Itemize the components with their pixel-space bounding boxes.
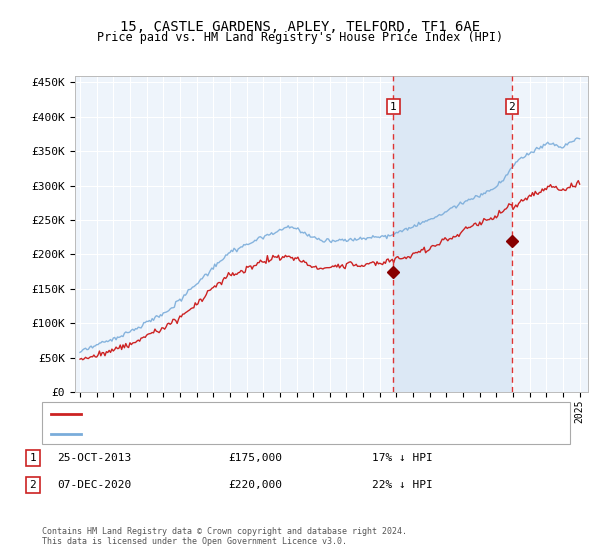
Text: 2: 2 — [508, 101, 515, 111]
Text: 1: 1 — [29, 453, 37, 463]
Text: 1: 1 — [390, 101, 397, 111]
Text: 25-OCT-2013: 25-OCT-2013 — [57, 453, 131, 463]
Text: 17% ↓ HPI: 17% ↓ HPI — [372, 453, 433, 463]
Text: Contains HM Land Registry data © Crown copyright and database right 2024.
This d: Contains HM Land Registry data © Crown c… — [42, 526, 407, 546]
Bar — [394, 76, 512, 392]
Text: 15, CASTLE GARDENS, APLEY, TELFORD, TF1 6AE: 15, CASTLE GARDENS, APLEY, TELFORD, TF1 … — [120, 20, 480, 34]
Text: £220,000: £220,000 — [228, 480, 282, 490]
Text: 15, CASTLE GARDENS, APLEY, TELFORD, TF1 6AE (detached house): 15, CASTLE GARDENS, APLEY, TELFORD, TF1 … — [87, 409, 462, 419]
Text: Price paid vs. HM Land Registry's House Price Index (HPI): Price paid vs. HM Land Registry's House … — [97, 31, 503, 44]
Text: 2: 2 — [29, 480, 37, 490]
Text: HPI: Average price, detached house, Telford and Wrekin: HPI: Average price, detached house, Telf… — [87, 428, 425, 438]
Text: 07-DEC-2020: 07-DEC-2020 — [57, 480, 131, 490]
Text: 22% ↓ HPI: 22% ↓ HPI — [372, 480, 433, 490]
Text: £175,000: £175,000 — [228, 453, 282, 463]
